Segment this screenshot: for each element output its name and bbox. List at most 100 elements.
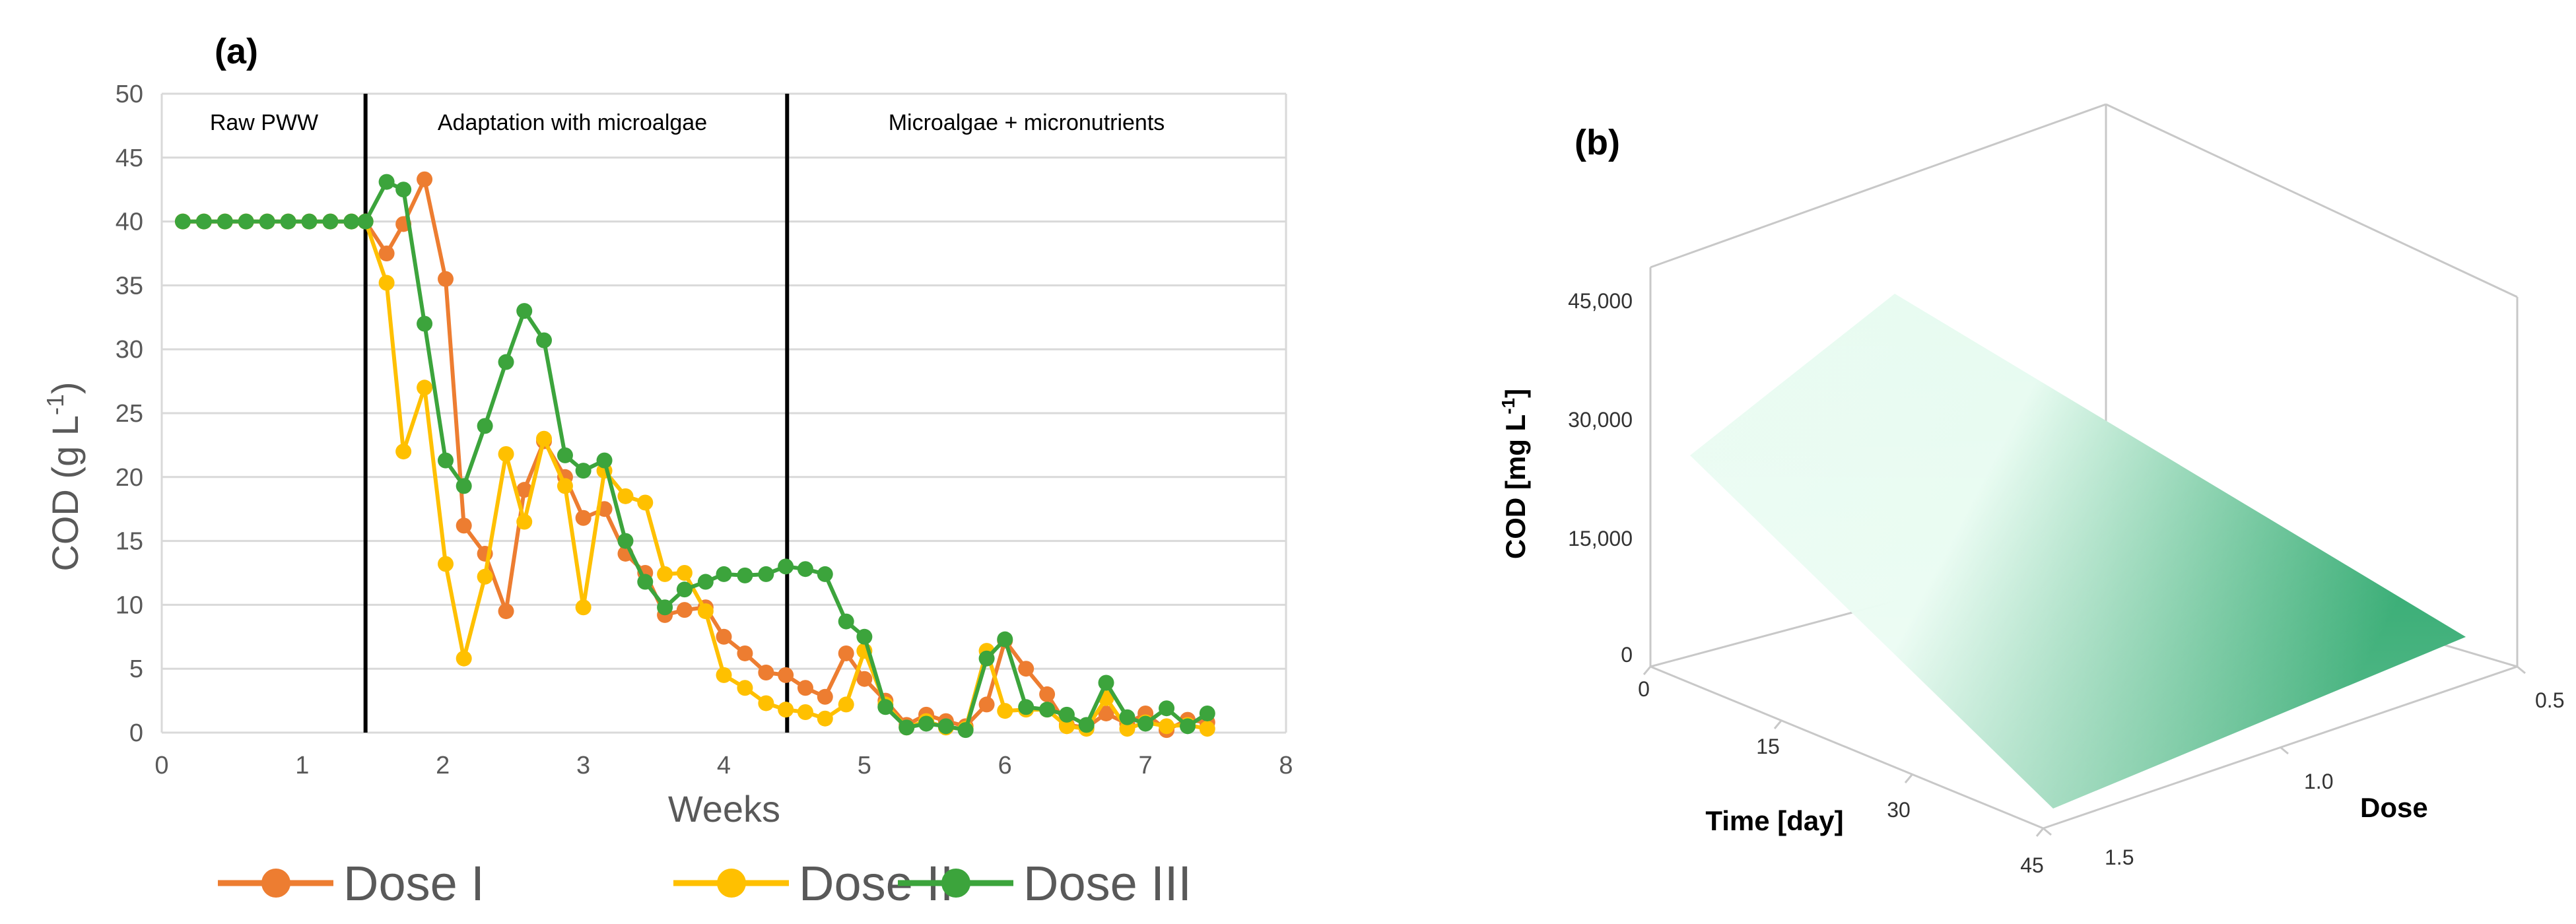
- data-point: [937, 718, 954, 735]
- time-axis-title: Time [day]: [1705, 805, 1843, 836]
- data-point: [716, 628, 732, 645]
- data-point: [417, 380, 433, 396]
- time-tick-label: 45: [2020, 853, 2044, 877]
- dose-tick-mark: [2517, 665, 2526, 675]
- data-point: [737, 567, 753, 583]
- data-point: [516, 482, 533, 498]
- x-tick-label: 4: [717, 752, 731, 779]
- z-axis-title-close: ]: [1500, 389, 1531, 398]
- data-point: [978, 696, 995, 713]
- y-axis-title-sup: -1: [42, 394, 69, 415]
- data-point: [1119, 721, 1135, 737]
- data-point: [1018, 661, 1034, 677]
- legend-label: Dose I: [343, 856, 485, 911]
- dose-axis-title: Dose: [2360, 792, 2428, 823]
- x-tick-label: 0: [154, 752, 168, 779]
- data-point: [516, 513, 533, 530]
- x-axis-title: Weeks: [668, 788, 780, 830]
- z-tick-label: 30,000: [1568, 408, 1633, 432]
- z-tick-label: 15,000: [1568, 527, 1633, 550]
- phase-label-raw: Raw PWW: [210, 110, 318, 135]
- box-edge: [1650, 103, 2107, 269]
- data-point: [657, 566, 673, 582]
- y-tick-label: 35: [116, 272, 143, 300]
- data-point: [438, 452, 454, 469]
- data-point: [378, 275, 395, 291]
- data-point: [417, 315, 433, 332]
- time-tick-mark: [1773, 720, 1782, 729]
- data-point: [438, 271, 454, 287]
- data-point: [997, 631, 1013, 647]
- legend-marker: [261, 869, 290, 898]
- data-point: [477, 568, 493, 585]
- y-tick-label: 10: [116, 591, 143, 619]
- y-tick-label: 20: [116, 464, 143, 492]
- data-point: [838, 645, 854, 661]
- data-point: [417, 171, 433, 187]
- data-point: [877, 699, 894, 715]
- data-point: [1199, 705, 1215, 721]
- data-point: [817, 710, 833, 727]
- y-tick-label: 5: [129, 655, 143, 683]
- data-point: [259, 213, 275, 230]
- data-point: [322, 213, 339, 230]
- data-point: [758, 566, 774, 582]
- x-tick-label: 7: [1139, 752, 1153, 779]
- data-point: [856, 671, 873, 687]
- time-tick-label: 0: [1638, 677, 1650, 701]
- z-axis-ticks: 45,000 30,000 15,000 0: [1568, 289, 1633, 667]
- y-tick-label: 25: [116, 400, 143, 428]
- y-tick-label: 45: [116, 145, 143, 172]
- data-point: [498, 446, 514, 462]
- time-tick-mark: [1904, 774, 1913, 783]
- data-point: [575, 510, 592, 526]
- series-dose-iii: [174, 174, 1215, 739]
- dose-tick-mark: [2043, 827, 2052, 836]
- y-tick-label: 50: [116, 81, 143, 108]
- z-axis-title-main: COD [mg L: [1500, 414, 1531, 559]
- x-tick-label: 8: [1279, 752, 1293, 779]
- y-axis-title: COD (g L-1): [42, 381, 86, 571]
- dose-axis-ticks: [2043, 665, 2526, 836]
- z-tick-label: 0: [1621, 643, 1633, 667]
- data-point: [456, 517, 472, 534]
- y-tick-label: 15: [116, 528, 143, 556]
- data-point: [174, 213, 191, 230]
- series-line: [182, 180, 1209, 733]
- panel-b-label: (b): [1575, 123, 1620, 162]
- data-point: [1119, 709, 1135, 725]
- data-point: [1058, 706, 1075, 723]
- data-point: [378, 174, 395, 190]
- x-tick-label: 6: [998, 752, 1012, 779]
- data-point: [737, 680, 753, 696]
- data-point: [697, 574, 714, 590]
- x-tick-label: 1: [295, 752, 309, 779]
- dose-tick-label: 1.5: [2105, 845, 2134, 869]
- data-point: [797, 704, 813, 721]
- data-point: [838, 613, 854, 630]
- data-point: [797, 561, 813, 578]
- dose-tick-label: 0.5: [2535, 688, 2564, 712]
- data-point: [498, 603, 514, 620]
- data-point: [778, 558, 794, 575]
- legend-marker: [941, 869, 970, 898]
- panel-a-series: [174, 171, 1215, 739]
- legend-label: Dose III: [1023, 856, 1192, 911]
- data-point: [557, 478, 573, 494]
- data-point: [637, 574, 654, 590]
- data-point: [1078, 717, 1095, 733]
- data-point: [1159, 700, 1175, 717]
- data-point: [617, 488, 634, 504]
- y-axis-title-close: ): [44, 381, 86, 394]
- data-point: [456, 650, 472, 667]
- box-edge: [1650, 665, 2044, 830]
- data-point: [978, 650, 995, 667]
- data-point: [378, 246, 395, 261]
- data-point: [716, 566, 732, 582]
- panel-a-label: (a): [215, 32, 258, 71]
- data-point: [637, 494, 654, 511]
- data-point: [898, 719, 915, 736]
- legend-item: Dose I: [218, 856, 485, 911]
- y-tick-label: 40: [116, 209, 143, 236]
